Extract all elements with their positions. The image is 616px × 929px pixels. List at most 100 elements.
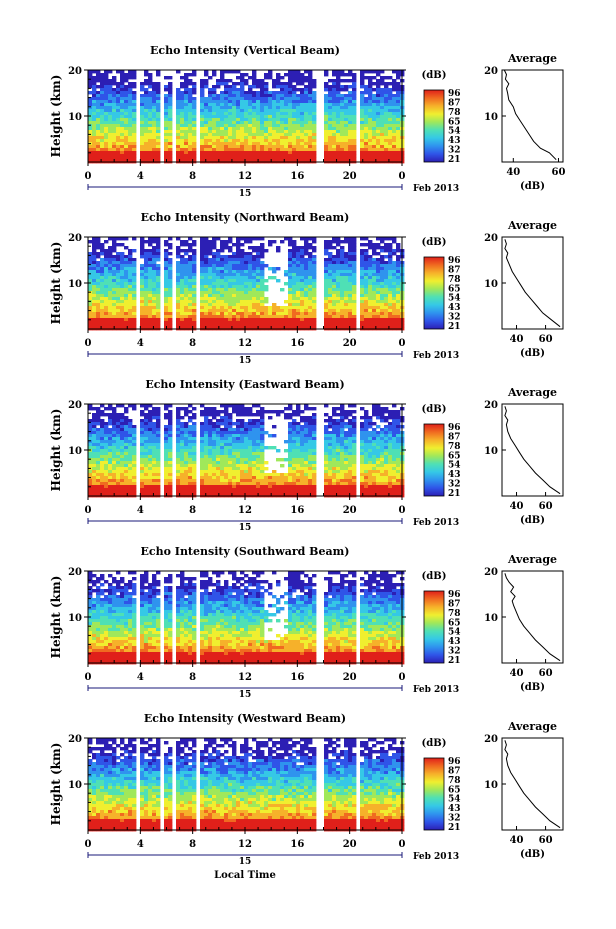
heatmap-cell <box>360 294 365 298</box>
heatmap-cell <box>184 285 189 289</box>
heatmap-cell <box>288 422 293 426</box>
heatmap-cell <box>192 136 197 140</box>
heatmap-cell <box>292 79 297 83</box>
heatmap-cell <box>228 419 233 423</box>
heatmap-cell <box>368 324 373 328</box>
heatmap-cell <box>392 428 397 432</box>
heatmap-cell <box>244 124 249 128</box>
heatmap-cell <box>392 70 397 74</box>
heatmap-cell <box>116 151 121 155</box>
heatmap-cell <box>184 97 189 101</box>
heatmap-cell <box>324 297 329 301</box>
heatmap-cell <box>372 139 377 143</box>
heatmap-cell <box>348 148 353 152</box>
heatmap-cell <box>112 297 117 301</box>
heatmap-cell <box>304 422 309 426</box>
heatmap-cell <box>304 303 309 307</box>
heatmap-cell <box>144 151 149 155</box>
heatmap-cell <box>92 127 97 131</box>
heatmap-cell <box>256 282 261 286</box>
heatmap-cell <box>328 252 333 256</box>
heatmap-cell <box>260 285 265 289</box>
heatmap-cell <box>168 270 173 274</box>
heatmap-cell <box>208 148 213 152</box>
heatmap-cell <box>248 267 253 271</box>
heatmap-cell <box>344 282 349 286</box>
heatmap-cell <box>148 151 153 155</box>
heatmap-cell <box>228 85 233 89</box>
heatmap-cell <box>288 252 293 256</box>
heatmap-cell <box>124 94 129 98</box>
heatmap-cell <box>240 324 245 328</box>
heatmap-cell <box>144 428 149 432</box>
heatmap-cell <box>200 154 205 158</box>
heatmap-cell <box>368 106 373 110</box>
heatmap-cell <box>104 142 109 146</box>
heatmap-cell <box>128 151 133 155</box>
heatmap-cell <box>312 130 317 134</box>
heatmap-cell <box>272 136 277 140</box>
heatmap-cell <box>228 312 233 316</box>
heatmap-cell <box>220 240 225 244</box>
heatmap-cell <box>312 154 317 158</box>
heatmap-cell <box>100 425 105 429</box>
heatmap-cell <box>252 267 257 271</box>
heatmap-cell <box>312 428 317 432</box>
heatmap-cell <box>324 112 329 116</box>
heatmap-cell <box>352 130 357 134</box>
heatmap-cell <box>284 407 289 411</box>
heatmap-cell <box>312 434 317 438</box>
heatmap-cell <box>292 130 297 134</box>
heatmap-cell <box>176 270 181 274</box>
heatmap-cell <box>212 243 217 247</box>
heatmap-cell <box>192 440 197 444</box>
heatmap-cell <box>148 258 153 262</box>
heatmap-cell <box>148 154 153 158</box>
heatmap-cell <box>388 246 393 250</box>
heatmap-cell <box>128 118 133 122</box>
heatmap-cell <box>168 273 173 277</box>
heatmap-cell <box>312 91 317 95</box>
heatmap-cell <box>132 94 137 98</box>
heatmap-cell <box>348 258 353 262</box>
heatmap-cell <box>288 404 293 408</box>
heatmap-cell <box>232 443 237 447</box>
heatmap-cell <box>324 151 329 155</box>
heatmap-cell <box>176 300 181 304</box>
heatmap-cell <box>348 240 353 244</box>
heatmap-cell <box>104 106 109 110</box>
heatmap-cell <box>312 124 317 128</box>
heatmap-cell <box>344 100 349 104</box>
heatmap-cell <box>332 315 337 319</box>
heatmap-cell <box>180 282 185 286</box>
heatmap-cell <box>212 279 217 283</box>
heatmap-cell <box>340 425 345 429</box>
heatmap-cell <box>180 315 185 319</box>
heatmap-cell <box>116 136 121 140</box>
heatmap-cell <box>200 121 205 125</box>
heatmap-cell <box>220 404 225 408</box>
heatmap-cell <box>380 91 385 95</box>
average-profile-line <box>503 69 557 161</box>
heatmap-cell <box>168 291 173 295</box>
heatmap-cell <box>132 294 137 298</box>
heatmap-cell <box>216 270 221 274</box>
heatmap-cell <box>140 318 145 322</box>
heatmap-cell <box>148 428 153 432</box>
heatmap-cell <box>208 94 213 98</box>
heatmap-cell <box>276 151 281 155</box>
heatmap-cell <box>380 431 385 435</box>
heatmap-cell <box>252 422 257 426</box>
heatmap-cell <box>148 112 153 116</box>
heatmap-cell <box>188 270 193 274</box>
heatmap-cell <box>232 97 237 101</box>
heatmap-cell <box>200 246 205 250</box>
heatmap-cell <box>92 106 97 110</box>
heatmap-cell <box>280 76 285 80</box>
heatmap-cell <box>124 139 129 143</box>
heatmap-cell <box>276 279 281 283</box>
heatmap-cell <box>228 139 233 143</box>
heatmap-cell <box>240 243 245 247</box>
heatmap-cell <box>112 106 117 110</box>
heatmap-cell <box>104 425 109 429</box>
